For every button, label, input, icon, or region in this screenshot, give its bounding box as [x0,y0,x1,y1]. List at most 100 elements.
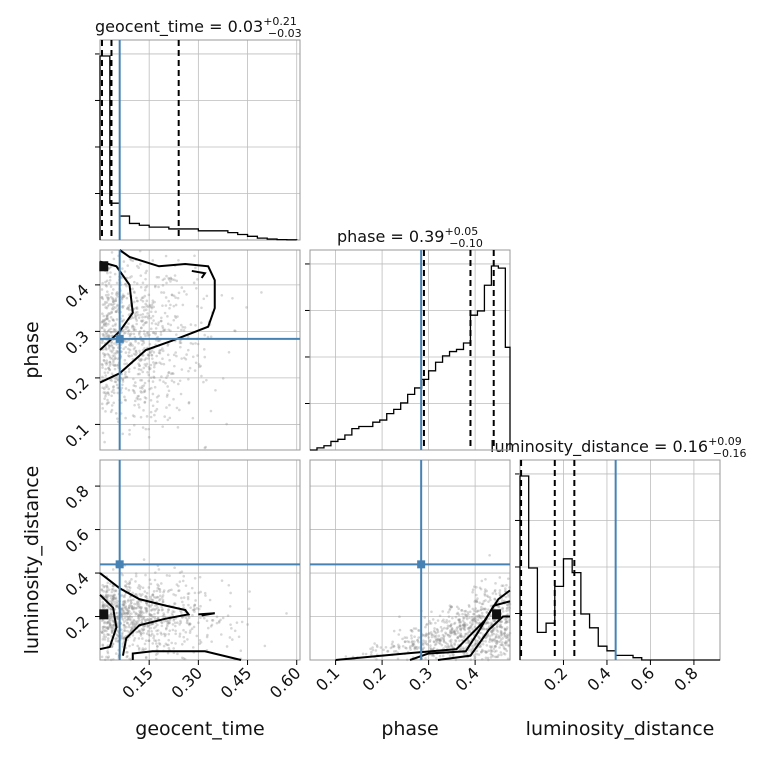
panel-geocent_time_vs_luminosity_distance-point [220,579,224,582]
panel-phase_vs_luminosity_distance-point [477,653,481,656]
panel-phase_vs_luminosity_distance-point [477,614,481,617]
panel-geocent_time_vs_phase-point [195,286,198,290]
panel-geocent_time_vs_phase-point [124,370,127,374]
panel-phase_vs_luminosity_distance-point [485,611,489,614]
panel-geocent_time_vs_luminosity_distance-point [144,647,147,651]
panel-geocent_time_vs_luminosity_distance-point [122,600,125,603]
panel-geocent_time_vs_luminosity_distance-point [149,617,153,621]
panel-geocent_time_vs_phase-point [191,416,195,420]
panel-geocent_time_vs_phase-point [180,357,183,360]
panel-geocent_time_vs_phase-point [143,363,147,366]
panel-phase_vs_luminosity_distance-point [466,631,470,635]
panel-phase_vs_luminosity_distance-point [489,604,493,608]
panel-geocent_time_vs_luminosity_distance-point [109,623,112,627]
panel-geocent_time_vs_phase-point [186,348,190,352]
panel-geocent_time_vs_phase-point [111,363,115,366]
panel-geocent_time_vs_phase-point [107,347,111,350]
panel-geocent_time_vs_luminosity_distance-point [182,596,186,599]
panel-geocent_time_vs_luminosity_distance-point [111,584,115,588]
panel-geocent_time_vs_luminosity_distance-point [126,654,129,658]
panel-geocent_time_vs_luminosity_distance-point [210,640,213,643]
panel-geocent_time_vs_phase-point [126,264,130,267]
panel-geocent_time_vs_phase-point [116,417,119,420]
panel-geocent_time_vs_luminosity_distance-point [136,586,140,589]
panel-phase_vs_luminosity_distance-point [503,632,506,635]
panel-geocent_time_vs_phase-point [105,306,109,310]
panel-geocent_time_vs_phase-point [154,310,157,314]
panel-phase_vs_luminosity_distance-point [369,647,372,651]
panel-geocent_time_vs_phase-point [108,275,112,279]
panel-geocent_time_vs_phase-point [144,308,148,312]
panel-geocent_time_vs_luminosity_distance-point [126,617,130,621]
panel-phase_vs_luminosity_distance-point [500,643,504,647]
panel-geocent_time_vs_phase-point [161,357,164,360]
panel-geocent_time_vs_luminosity_distance-point [179,619,182,623]
panel-geocent_time_vs_phase-point [110,311,113,315]
panel-geocent_time_vs_phase-point [165,395,169,398]
panel-geocent_time_vs_luminosity_distance-point [167,638,171,642]
panel-geocent_time_vs_phase-point [167,371,170,375]
panel-phase_vs_luminosity_distance-point [493,627,496,630]
panel-phase_vs_luminosity_distance-point [493,620,496,623]
panel-geocent_time_vs_phase-point [148,305,151,308]
panel-phase_vs_luminosity_distance-point [382,648,385,652]
panel-phase_vs_luminosity_distance-point [373,642,376,645]
panel-geocent_time_vs_phase-point [138,364,141,367]
panel-geocent_time_vs_luminosity_distance-point [105,584,109,588]
panel-geocent_time_vs_luminosity_distance-point [135,600,139,604]
panel-geocent_time_vs_luminosity_distance-point [137,584,141,587]
panel-geocent_time_vs_luminosity_distance-point [123,606,127,610]
panel-geocent_time_vs_phase-point [150,386,153,390]
panel-geocent_time_vs_phase-point [184,357,188,361]
panel-geocent_time_vs_phase-point [127,308,131,312]
panel-geocent_time_vs_phase-point [103,391,107,394]
panel-phase_vs_luminosity_distance-point [503,634,507,637]
panel-geocent_time_vs_phase-point [182,290,186,293]
panel-phase_vs_luminosity_distance-point [487,625,491,628]
panel-geocent_time_vs_phase-point [171,372,175,375]
panel-geocent_time_vs_phase-point [121,314,124,318]
panel-geocent_time_vs_phase-point [109,327,113,331]
panel-phase_vs_luminosity_distance-point [463,622,467,625]
panel-phase_vs_luminosity_distance-point [415,647,419,651]
panel-geocent_time_vs_luminosity_distance-point [136,604,140,608]
panel-geocent_time_vs_phase-point [104,410,107,413]
panel-phase_vs_luminosity_distance-point [467,641,471,645]
panel-geocent_time_vs_phase-point [106,271,109,275]
hist-luminosity_distance-grid [520,460,720,660]
panel-phase_vs_luminosity_distance-point [480,617,483,620]
panel-phase_vs_luminosity_distance-point [479,645,482,648]
panel-geocent_time_vs_phase-point [146,331,150,334]
panel-geocent_time_vs_luminosity_distance-point [105,655,108,659]
panel-geocent_time_vs_luminosity_distance-point [157,608,161,612]
panel-geocent_time_vs_phase-point [108,334,111,338]
panel-geocent_time_vs_luminosity_distance-point [142,627,146,631]
panel-geocent_time_vs_phase-point [106,298,110,302]
panel-geocent_time_vs_phase-point [127,322,130,326]
hist-geocent_time-steps [99,55,298,241]
panel-geocent_time_vs_luminosity_distance-point [151,593,155,596]
panel-phase_vs_luminosity_distance-point [437,638,440,642]
panel-geocent_time_vs_phase-point [107,335,111,338]
panel-geocent_time_vs_phase-point [120,297,124,300]
panel-geocent_time_vs_luminosity_distance-point [171,623,175,626]
panel-geocent_time_vs_luminosity_distance-point [127,606,130,610]
panel-geocent_time_vs_luminosity_distance-point [103,595,107,599]
panel-geocent_time_vs_phase-point [199,321,203,325]
panel-phase_vs_luminosity_distance-point [505,583,508,587]
panel-geocent_time_vs_luminosity_distance-point [167,608,170,612]
panel-geocent_time_vs_phase-point [128,334,132,338]
panel-geocent_time_vs_phase-point [120,401,123,404]
panel-phase_vs_luminosity_distance-point [456,635,460,639]
panel-geocent_time_vs_phase-point [174,296,177,299]
panel-geocent_time_vs_luminosity_distance-point [140,610,144,614]
panel-phase_vs_luminosity_distance-point [468,621,472,624]
panel-phase_vs_luminosity_distance-point [502,652,505,655]
panel-geocent_time_vs_luminosity_distance-point [219,618,222,622]
panel-phase_vs_luminosity_distance-point [501,637,504,640]
panel-phase_vs_luminosity_distance-point [452,630,456,634]
panel-geocent_time_vs_luminosity_distance-point [113,597,117,600]
panel-phase_vs_luminosity_distance-point [506,593,510,596]
panel-geocent_time_vs_phase-point [111,300,115,303]
panel-geocent_time_vs_luminosity_distance-point [126,629,129,633]
